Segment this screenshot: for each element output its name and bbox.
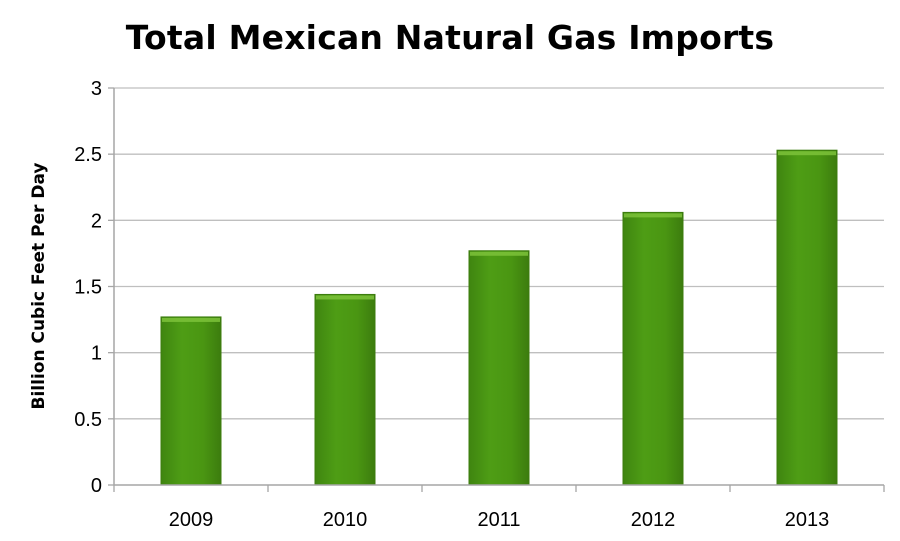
x-tick-label: 2009: [169, 509, 214, 531]
bar-top-highlight: [470, 251, 528, 256]
bar-2013: [776, 149, 838, 486]
bar: [622, 211, 684, 486]
y-tick-label: 1: [91, 343, 102, 365]
x-tick-label: 2011: [477, 509, 520, 531]
x-tick-label: 2012: [631, 509, 676, 531]
y-tick-label: 2: [91, 210, 102, 232]
y-axis-label: Billion Cubic Feet Per Day: [29, 163, 49, 410]
x-tick-label: 2010: [323, 509, 368, 531]
x-tick-labels: 2009 2010 2011 2012 2013: [169, 509, 830, 531]
y-tick-label: 0.5: [74, 409, 102, 431]
x-tick-label: 2013: [785, 509, 830, 531]
bar: [314, 293, 376, 486]
bar: [468, 250, 530, 486]
bar-2010: [314, 293, 376, 486]
bar-2011: [468, 250, 530, 486]
bars: [160, 149, 838, 486]
axes: [108, 87, 885, 492]
bar: [776, 149, 838, 486]
y-tick-label: 3: [91, 78, 102, 100]
bar-top-highlight: [162, 317, 220, 322]
y-tick-label: 1.5: [74, 277, 102, 299]
bar: [160, 316, 222, 486]
bar-top-highlight: [778, 151, 836, 156]
y-tick-label: 2.5: [74, 144, 102, 166]
bar-2012: [622, 211, 684, 486]
y-tick-label: 0: [91, 475, 102, 497]
y-tick-labels: 0 0.5 1 1.5 2 2.5 3: [74, 78, 102, 497]
bar-top-highlight: [316, 295, 374, 300]
bar-top-highlight: [624, 213, 682, 218]
bar-2009: [160, 316, 222, 486]
chart-title: Total Mexican Natural Gas Imports: [125, 18, 775, 57]
